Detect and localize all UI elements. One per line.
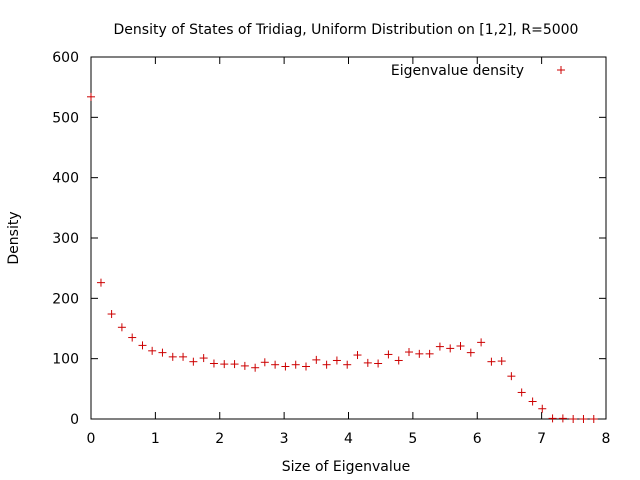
data-point <box>374 359 383 368</box>
y-tick-label: 500 <box>52 110 79 126</box>
data-point <box>271 360 280 369</box>
legend-label: Eigenvalue density <box>391 63 524 79</box>
data-point <box>415 349 424 358</box>
x-tick-label: 1 <box>151 431 160 447</box>
data-point <box>425 349 434 358</box>
y-tick-label: 200 <box>52 291 79 307</box>
data-point <box>384 350 393 359</box>
data-point <box>558 414 567 423</box>
data-point <box>128 333 137 342</box>
data-point <box>158 348 167 357</box>
data-point <box>538 404 547 413</box>
data-point <box>281 362 290 371</box>
y-tick-label: 0 <box>70 412 79 428</box>
data-point <box>220 360 229 369</box>
data-point <box>209 359 218 368</box>
data-point <box>569 415 578 423</box>
data-point <box>477 338 486 347</box>
data-point <box>353 351 362 360</box>
data-point <box>251 363 260 372</box>
data-point <box>405 348 414 357</box>
data-point <box>435 342 444 351</box>
x-tick-label: 6 <box>473 431 482 447</box>
data-point <box>117 323 126 332</box>
data-point <box>507 372 516 381</box>
data-point <box>312 355 321 364</box>
data-point <box>87 92 95 101</box>
x-axis: 0 1 2 3 4 5 6 7 8 <box>87 57 611 447</box>
y-axis-label: Density <box>6 211 22 264</box>
legend-marker <box>557 66 565 74</box>
data-point <box>363 358 372 367</box>
data-points <box>87 92 598 423</box>
x-axis-label: Size of Eigenvalue <box>282 459 410 475</box>
data-point <box>466 348 475 357</box>
data-point <box>138 341 147 350</box>
data-point <box>579 415 588 423</box>
data-point <box>446 344 455 353</box>
data-point <box>589 415 598 423</box>
data-point <box>456 341 465 350</box>
data-point <box>148 346 157 355</box>
legend-marker-symbol <box>557 66 565 74</box>
data-point <box>230 360 239 369</box>
data-point <box>302 362 311 371</box>
legend: Eigenvalue density <box>391 63 565 79</box>
x-tick-label: 7 <box>537 431 546 447</box>
data-point <box>528 397 537 406</box>
data-point <box>260 358 269 367</box>
data-point <box>179 352 188 361</box>
data-point <box>291 360 300 369</box>
x-tick-label: 3 <box>280 431 289 447</box>
data-point <box>322 360 331 369</box>
data-point <box>107 310 116 319</box>
data-point <box>343 360 352 369</box>
x-tick-label: 0 <box>87 431 96 447</box>
data-point <box>199 354 208 363</box>
y-tick-label: 600 <box>52 50 79 66</box>
data-point <box>394 356 403 365</box>
data-point <box>497 357 506 366</box>
data-point <box>487 357 496 366</box>
data-point <box>517 388 526 397</box>
data-point <box>189 357 198 366</box>
data-point <box>240 361 249 370</box>
x-tick-label: 5 <box>408 431 417 447</box>
chart-title: Density of States of Tridiag, Uniform Di… <box>114 22 579 38</box>
x-tick-label: 8 <box>602 431 611 447</box>
data-point <box>332 356 341 365</box>
y-axis: 0 100 200 300 400 500 600 <box>52 50 606 428</box>
y-tick-label: 400 <box>52 171 79 187</box>
y-tick-label: 100 <box>52 352 79 368</box>
data-point <box>96 278 105 287</box>
x-tick-label: 4 <box>344 431 353 447</box>
data-point <box>548 414 557 423</box>
data-point <box>168 352 177 361</box>
x-tick-label: 2 <box>215 431 224 447</box>
y-tick-label: 300 <box>52 231 79 247</box>
